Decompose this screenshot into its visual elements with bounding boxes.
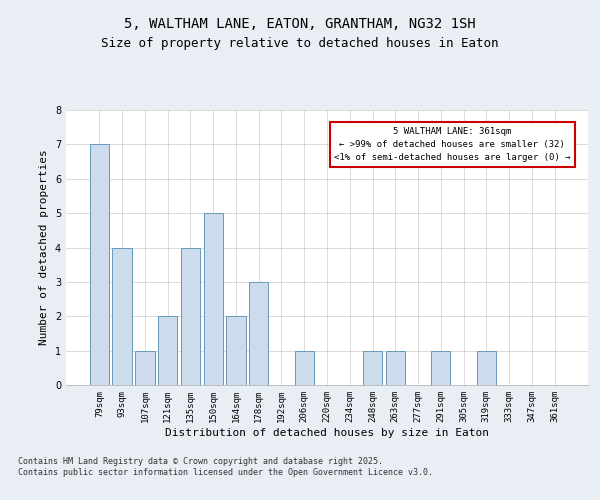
Bar (249, 282, 268, 385)
Bar (90, 144, 109, 385)
Bar (112, 248, 132, 385)
Bar (226, 316, 245, 385)
Bar (363, 350, 382, 385)
Y-axis label: Number of detached properties: Number of detached properties (40, 150, 49, 346)
Bar (431, 350, 451, 385)
Bar (476, 350, 496, 385)
Text: 5 WALTHAM LANE: 361sqm
← >99% of detached houses are smaller (32)
<1% of semi-de: 5 WALTHAM LANE: 361sqm ← >99% of detache… (334, 126, 571, 162)
Text: Size of property relative to detached houses in Eaton: Size of property relative to detached ho… (101, 38, 499, 51)
Bar (135, 350, 155, 385)
Bar (181, 248, 200, 385)
X-axis label: Distribution of detached houses by size in Eaton: Distribution of detached houses by size … (165, 428, 489, 438)
Bar (203, 213, 223, 385)
Bar (158, 316, 178, 385)
Text: Contains HM Land Registry data © Crown copyright and database right 2025.
Contai: Contains HM Land Registry data © Crown c… (18, 458, 433, 477)
Bar (386, 350, 405, 385)
Text: 5, WALTHAM LANE, EATON, GRANTHAM, NG32 1SH: 5, WALTHAM LANE, EATON, GRANTHAM, NG32 1… (124, 18, 476, 32)
Bar (295, 350, 314, 385)
